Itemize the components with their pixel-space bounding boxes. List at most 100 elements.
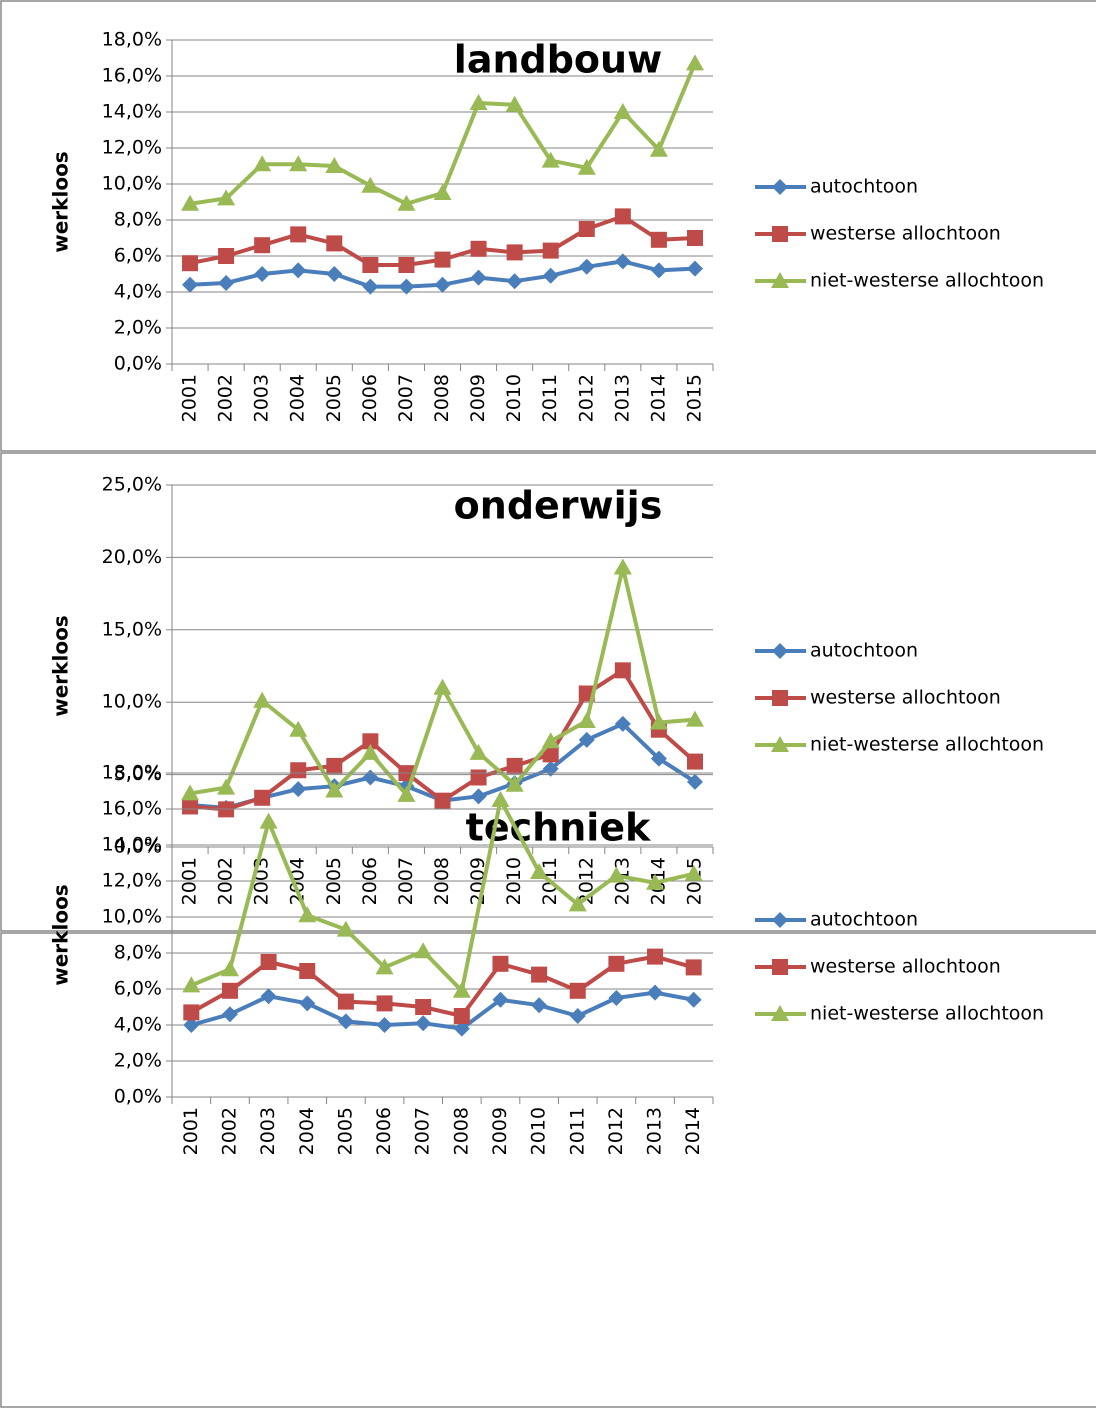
y-tick-label: 0,0% — [114, 1086, 162, 1108]
panel-frame — [0, 452, 1096, 932]
marker — [577, 712, 596, 729]
legend-marker — [772, 179, 788, 195]
x-tick-label: 2012 — [605, 1107, 627, 1155]
series-line — [189, 62, 697, 206]
marker — [299, 995, 316, 1012]
marker — [608, 955, 625, 972]
marker — [290, 781, 307, 798]
marker — [578, 221, 595, 237]
legend-marker — [772, 690, 788, 706]
legend-label: niet-westerse allochtoon — [810, 270, 1044, 292]
x-tick-label: 2006 — [373, 1107, 395, 1155]
y-tick-label: 16,0% — [102, 65, 162, 87]
marker — [218, 248, 235, 264]
marker — [182, 976, 201, 993]
legend-marker — [772, 643, 788, 659]
y-tick-label: 10,0% — [102, 906, 162, 928]
marker — [646, 873, 665, 890]
y-tick-label: 15,0% — [102, 618, 162, 640]
y-tick-label: 18,0% — [102, 762, 162, 784]
y-tick-label: 2,0% — [114, 317, 162, 339]
x-tick-label: 2003 — [257, 1107, 279, 1155]
marker — [569, 1008, 586, 1024]
marker — [453, 1020, 470, 1037]
x-tick-label: 2007 — [395, 374, 417, 422]
legend-label: autochtoon — [810, 909, 918, 931]
y-tick-label: 10,0% — [102, 691, 162, 713]
marker — [685, 959, 702, 976]
marker — [530, 863, 549, 879]
marker — [649, 140, 668, 157]
x-tick-label: 2013 — [611, 374, 633, 422]
marker — [541, 151, 560, 168]
chart-title: onderwijs — [454, 484, 663, 528]
marker — [397, 785, 416, 802]
x-tick-label: 2010 — [528, 1107, 550, 1155]
marker — [541, 732, 560, 749]
x-tick-label: 2002 — [215, 374, 237, 422]
marker — [492, 955, 509, 972]
marker — [259, 812, 278, 829]
marker — [578, 258, 595, 275]
marker — [453, 1008, 470, 1024]
marker — [326, 757, 343, 774]
marker — [470, 240, 487, 257]
marker — [181, 194, 200, 211]
marker — [376, 1017, 393, 1033]
legend-label: niet-westerse allochtoon — [810, 1003, 1044, 1025]
x-tick-label: 2015 — [683, 374, 705, 422]
y-tick-label: 25,0% — [102, 474, 162, 496]
marker — [506, 757, 523, 774]
marker — [182, 276, 199, 293]
legend-label: westerse allochtoon — [810, 956, 1001, 978]
marker — [470, 269, 487, 286]
x-tick-label: 2012 — [575, 374, 597, 422]
marker — [326, 235, 343, 252]
marker — [470, 769, 487, 786]
y-tick-label: 4,0% — [114, 1014, 162, 1036]
marker — [397, 194, 416, 211]
marker — [614, 715, 631, 732]
legend-label: autochtoon — [810, 176, 918, 198]
marker — [414, 942, 433, 959]
marker — [686, 260, 703, 277]
legend-label: westerse allochtoon — [810, 223, 1001, 245]
x-tick-label: 2013 — [644, 1107, 666, 1155]
marker — [217, 189, 236, 206]
marker — [684, 864, 703, 881]
x-tick-label: 2009 — [467, 374, 489, 422]
x-tick-label: 2001 — [180, 1107, 202, 1155]
marker — [647, 984, 664, 1001]
y-tick-label: 0,0% — [114, 836, 162, 858]
marker — [299, 963, 316, 979]
marker — [542, 746, 559, 763]
marker — [650, 750, 667, 767]
marker — [568, 895, 587, 912]
marker — [469, 743, 488, 760]
marker — [398, 278, 415, 295]
marker — [183, 1017, 200, 1033]
y-tick-label: 20,0% — [102, 546, 162, 568]
x-tick-label: 2011 — [539, 374, 561, 422]
legend-label: autochtoon — [810, 640, 918, 662]
marker — [254, 789, 271, 806]
x-tick-label: 2009 — [489, 1107, 511, 1155]
marker — [375, 958, 394, 975]
marker — [433, 184, 452, 200]
marker — [433, 678, 452, 695]
marker — [650, 262, 667, 279]
y-tick-label: 10,0% — [102, 173, 162, 195]
marker — [254, 237, 271, 254]
y-tick-label: 14,0% — [102, 101, 162, 123]
marker — [218, 275, 235, 291]
y-tick-label: 8,0% — [114, 209, 162, 231]
marker — [362, 769, 379, 786]
marker — [290, 262, 307, 279]
marker — [221, 982, 238, 999]
legend-label: westerse allochtoon — [810, 687, 1001, 709]
marker — [491, 791, 510, 807]
y-tick-label: 5,0% — [114, 763, 162, 785]
marker — [253, 155, 272, 172]
chart-title: landbouw — [454, 38, 662, 82]
